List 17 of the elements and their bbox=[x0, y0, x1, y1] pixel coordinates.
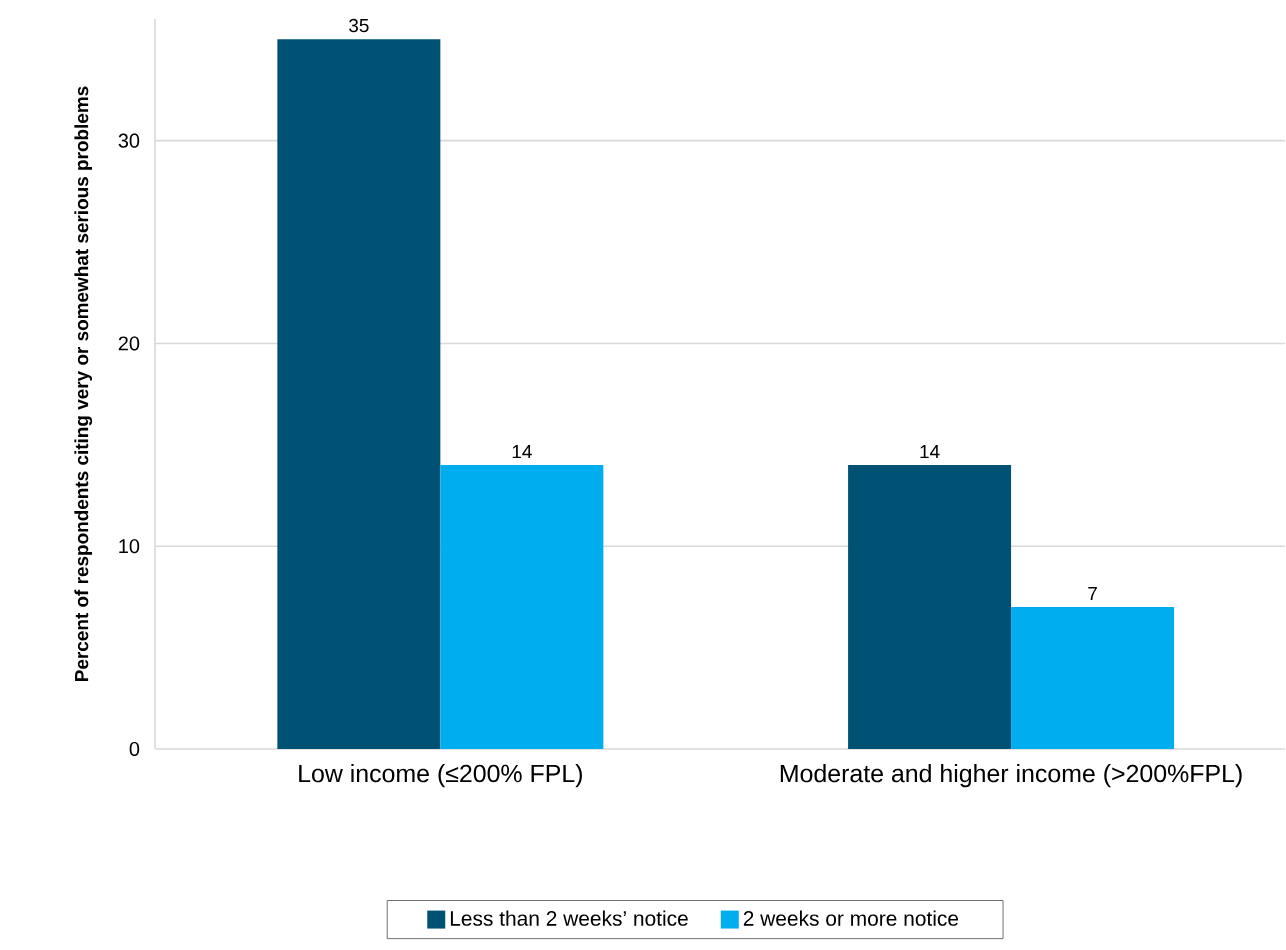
y-axis-title: Percent of respondents citing very or somewhat serious problems bbox=[74, 86, 93, 681]
data-label: 14 bbox=[512, 445, 532, 459]
legend-label: Less than 2 weeks’ notice bbox=[450, 910, 688, 926]
legend-label: 2 weeks or more notice bbox=[743, 910, 959, 926]
y-tick-label: 30 bbox=[118, 133, 140, 148]
y-tick-label: 20 bbox=[118, 336, 140, 351]
y-tick-label: 10 bbox=[119, 539, 140, 554]
bar bbox=[440, 465, 604, 749]
bar bbox=[848, 465, 1012, 749]
x-tick-label: Low income (≤200% FPL) bbox=[299, 764, 582, 788]
bar bbox=[1011, 607, 1175, 749]
data-label: 14 bbox=[920, 445, 940, 459]
y-tick-label: 0 bbox=[129, 741, 140, 757]
data-label: 7 bbox=[1088, 586, 1097, 601]
bar bbox=[277, 39, 441, 749]
data-label: 35 bbox=[349, 18, 369, 33]
x-tick-label: Moderate and higher income (>200%FPL) bbox=[780, 764, 1242, 788]
